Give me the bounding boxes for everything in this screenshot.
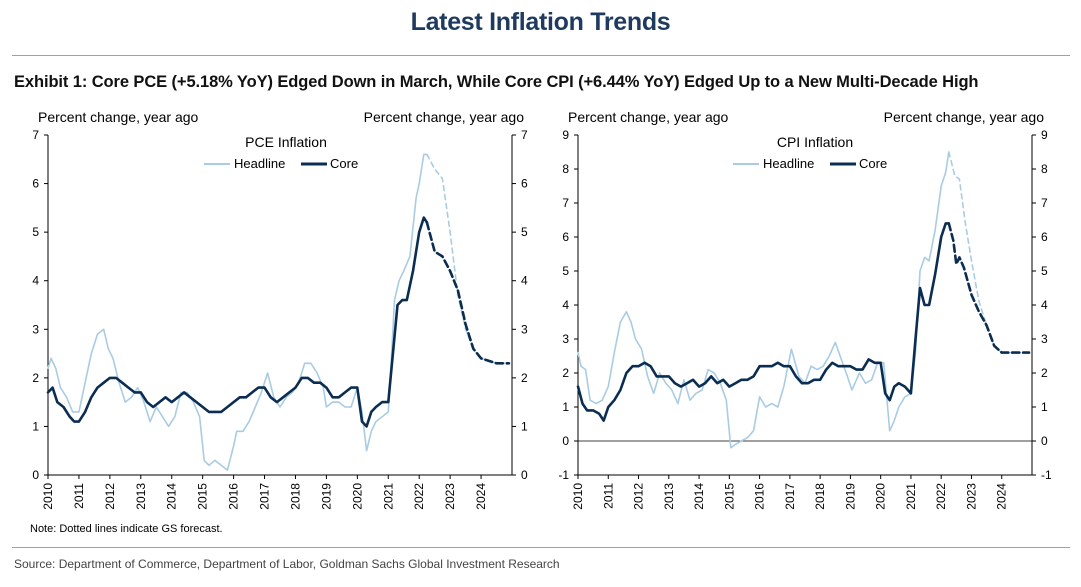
pce-ytick-label-right: 0 xyxy=(521,468,528,482)
cpi-ytick-label-left: 2 xyxy=(562,366,569,380)
cpi-ytick-label-right: 6 xyxy=(1041,230,1048,244)
pce-xtick-label: 2012 xyxy=(103,483,117,510)
pce-ytick-label-left: 7 xyxy=(32,128,39,142)
pce-xtick-label: 2018 xyxy=(288,483,302,510)
cpi-ytick-label-left: 7 xyxy=(562,196,569,210)
exhibit-title: Exhibit 1: Core PCE (+5.18% YoY) Edged D… xyxy=(14,73,979,91)
cpi-xtick-label: 2012 xyxy=(632,483,646,510)
cpi-series-core xyxy=(576,222,951,422)
cpi-xtick-label: 2019 xyxy=(843,483,857,510)
cpi-series-headline xyxy=(577,151,950,449)
pce-series-core xyxy=(46,216,429,428)
cpi-ytick-label-left: 3 xyxy=(562,332,569,346)
cpi-ytick-label-left: 8 xyxy=(562,162,569,176)
pce-series-headline-forecast xyxy=(426,153,510,365)
pce-ylabel-right: Percent change, year ago xyxy=(364,109,525,125)
top-divider xyxy=(12,55,1070,56)
cpi-series-core-forecast xyxy=(947,222,1031,354)
pce-ytick-label-right: 3 xyxy=(521,322,528,336)
cpi-ytick-label-left: 4 xyxy=(562,298,569,312)
pce-xtick-label: 2011 xyxy=(72,483,86,509)
cpi-ytick-label-left: 5 xyxy=(562,264,569,278)
pce-series-core-forecast xyxy=(425,221,511,365)
pce-series-headline xyxy=(47,153,428,471)
cpi-ytick-label-left: 0 xyxy=(562,434,569,448)
pce-xtick-label: 2021 xyxy=(381,483,395,510)
cpi-xtick-label: 2022 xyxy=(934,483,948,510)
cpi-ytick-label-right: 1 xyxy=(1041,400,1048,414)
cpi-xtick-label: 2024 xyxy=(995,483,1009,510)
pce-xtick-label: 2024 xyxy=(474,483,488,510)
cpi-ytick-label-right: 7 xyxy=(1041,196,1048,210)
pce-xtick-label: 2015 xyxy=(196,483,210,510)
cpi-xtick-label: 2017 xyxy=(783,483,797,510)
cpi-ytick-label-right: 5 xyxy=(1041,264,1048,278)
cpi-ytick-label-right: 8 xyxy=(1041,162,1048,176)
pce-legend-label-core: Core xyxy=(330,156,358,171)
cpi-ytick-label-right: 4 xyxy=(1041,298,1048,312)
cpi-xtick-label: 2020 xyxy=(874,483,888,510)
pce-ytick-label-left: 4 xyxy=(32,274,39,288)
cpi-ytick-label-right: 0 xyxy=(1041,434,1048,448)
cpi-ytick-label-left: 1 xyxy=(562,400,569,414)
pce-ytick-label-left: 2 xyxy=(32,371,39,385)
pce-ytick-label-left: 6 xyxy=(32,177,39,191)
pce-ytick-label-right: 6 xyxy=(521,177,528,191)
cpi-xtick-label: 2021 xyxy=(904,483,918,510)
pce-xtick-label: 2013 xyxy=(134,483,148,510)
cpi-xtick-label: 2010 xyxy=(571,483,585,510)
pce-ytick-label-left: 1 xyxy=(32,419,39,433)
pce-ytick-label-left: 3 xyxy=(32,322,39,336)
pce-legend-label-headline: Headline xyxy=(234,156,285,171)
pce-xtick-label: 2023 xyxy=(443,483,457,510)
cpi-series-headline-forecast xyxy=(947,151,1030,354)
pce-xtick-label: 2010 xyxy=(41,483,55,510)
cpi-ylabel-left: Percent change, year ago xyxy=(568,109,729,125)
pce-chart-title: PCE Inflation xyxy=(245,134,327,150)
cpi-ylabel-right: Percent change, year ago xyxy=(884,109,1045,125)
pce-ytick-label-left: 5 xyxy=(32,225,39,239)
pce-ytick-label-right: 5 xyxy=(521,225,528,239)
pce-ytick-label-right: 7 xyxy=(521,128,528,142)
cpi-chart-title: CPI Inflation xyxy=(777,134,853,150)
pce-xtick-label: 2014 xyxy=(165,483,179,510)
forecast-note: Note: Dotted lines indicate GS forecast. xyxy=(30,523,223,535)
pce-xtick-label: 2017 xyxy=(258,483,272,510)
pce-ytick-label-right: 2 xyxy=(521,371,528,385)
pce-ylabel-left: Percent change, year ago xyxy=(38,109,199,125)
cpi-xtick-label: 2015 xyxy=(722,483,736,510)
cpi-ytick-label-right: 9 xyxy=(1041,128,1048,142)
cpi-ytick-label-left: -1 xyxy=(558,468,569,482)
pce-ytick-label-left: 0 xyxy=(32,468,39,482)
cpi-xtick-label: 2011 xyxy=(601,483,615,509)
cpi-xtick-label: 2014 xyxy=(692,483,706,510)
cpi-ytick-label-left: 9 xyxy=(562,128,569,142)
pce-xtick-label: 2016 xyxy=(227,483,241,510)
cpi-ytick-label-left: 6 xyxy=(562,230,569,244)
cpi-xtick-label: 2018 xyxy=(813,483,827,510)
pce-xtick-label: 2022 xyxy=(412,483,426,510)
cpi-xtick-label: 2013 xyxy=(662,483,676,510)
cpi-ytick-label-right: 2 xyxy=(1041,366,1048,380)
pce-ytick-label-right: 1 xyxy=(521,419,528,433)
cpi-legend-label-headline: Headline xyxy=(763,156,814,171)
pce-xtick-label: 2020 xyxy=(350,483,364,510)
cpi-legend-label-core: Core xyxy=(859,156,887,171)
pce-ytick-label-right: 4 xyxy=(521,274,528,288)
cpi-xtick-label: 2016 xyxy=(753,483,767,510)
cpi-xtick-label: 2023 xyxy=(964,483,978,510)
bottom-divider xyxy=(12,547,1070,548)
source-text: Source: Department of Commerce, Departme… xyxy=(14,557,560,571)
page-title: Latest Inflation Trends xyxy=(410,8,671,36)
pce-xtick-label: 2019 xyxy=(319,483,333,510)
cpi-ytick-label-right: 3 xyxy=(1041,332,1048,346)
cpi-ytick-label-right: -1 xyxy=(1041,468,1052,482)
